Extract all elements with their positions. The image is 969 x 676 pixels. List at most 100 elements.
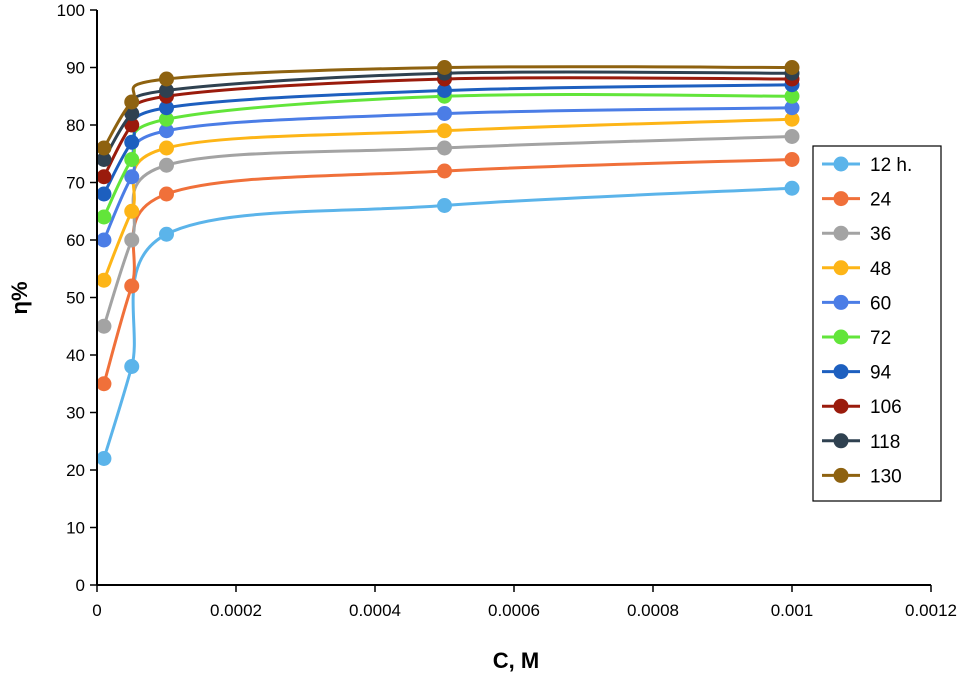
data-point: [784, 88, 800, 104]
legend-marker: [833, 225, 849, 241]
legend-item: 24: [822, 190, 892, 211]
data-point: [159, 140, 174, 156]
legend-item: 94: [822, 363, 892, 384]
data-point: [96, 140, 112, 156]
legend-item: 48: [822, 259, 891, 280]
legend-item: 60: [822, 293, 891, 314]
legend-label: 36: [870, 224, 891, 245]
legend-label: 94: [870, 363, 892, 384]
data-point: [96, 318, 112, 334]
series-60: [96, 100, 800, 248]
legend-label: 118: [870, 432, 900, 453]
legend-label: 106: [870, 397, 902, 418]
x-tick-label: 0: [92, 601, 101, 620]
series-48: [96, 111, 800, 288]
data-point: [437, 83, 452, 98]
series-130: [96, 60, 800, 156]
data-point: [159, 123, 174, 139]
data-point: [784, 180, 800, 196]
data-point: [437, 106, 452, 121]
legend-label: 72: [870, 328, 891, 349]
legend-marker: [833, 398, 849, 414]
data-point: [784, 60, 800, 75]
data-point: [124, 94, 140, 110]
y-tick-label: 100: [57, 1, 85, 20]
legend-item: 130: [822, 466, 902, 487]
legend-label: 24: [870, 190, 892, 211]
data-point: [96, 272, 112, 288]
data-point: [124, 106, 140, 121]
series-line: [102, 158, 793, 385]
data-point: [96, 451, 112, 466]
x-tick-label: 0.0004: [349, 601, 401, 620]
data-point: [124, 169, 140, 185]
series-24: [96, 152, 800, 392]
legend-marker: [833, 467, 849, 483]
data-point: [159, 157, 174, 173]
y-tick-label: 40: [66, 346, 85, 365]
y-tick-label: 90: [66, 59, 85, 78]
data-point: [96, 376, 112, 392]
y-tick-label: 50: [66, 289, 85, 308]
legend-item: 118: [822, 432, 900, 453]
data-point: [124, 152, 140, 167]
data-point: [124, 134, 140, 150]
x-tick-label: 0.0012: [905, 601, 957, 620]
data-point: [124, 203, 140, 219]
x-tick-label: 0.0002: [210, 601, 262, 620]
data-point: [437, 163, 452, 179]
x-tick-label: 0.0008: [627, 601, 679, 620]
legend-marker: [833, 156, 849, 172]
y-tick-label: 80: [66, 116, 85, 135]
data-point: [96, 209, 112, 225]
data-point: [124, 117, 140, 133]
data-point: [96, 169, 112, 185]
data-point: [124, 232, 140, 248]
data-point: [437, 60, 452, 75]
series-layer: [96, 60, 800, 466]
legend-marker: [833, 191, 849, 207]
data-point: [124, 359, 140, 374]
x-tick-label: 0.001: [771, 601, 814, 620]
data-point: [159, 100, 174, 116]
data-point: [159, 111, 174, 127]
data-point: [784, 111, 800, 127]
series-36: [96, 129, 800, 334]
x-tick-label: 0.0006: [488, 601, 540, 620]
data-point: [96, 152, 112, 167]
y-axis-title: η%: [7, 282, 32, 315]
legend-label: 12 h.: [870, 155, 912, 176]
y-tick-label: 10: [66, 519, 85, 538]
legend-marker: [833, 260, 849, 276]
legend-item: 72: [822, 328, 891, 349]
legend-item: 106: [822, 397, 902, 418]
y-tick-label: 70: [66, 174, 85, 193]
data-point: [96, 232, 112, 248]
legend-marker: [833, 364, 849, 380]
data-point: [124, 278, 140, 294]
legend-marker: [833, 433, 849, 449]
data-point: [96, 186, 112, 202]
data-point: [159, 186, 174, 202]
legend-label: 130: [870, 466, 902, 487]
data-point: [437, 123, 452, 139]
legend-label: 60: [870, 293, 891, 314]
data-point: [159, 71, 174, 87]
x-axis-title: C, M: [493, 648, 539, 673]
legend-label: 48: [870, 259, 891, 280]
legend-item: 12 h.: [822, 155, 912, 176]
y-tick-label: 30: [66, 404, 85, 423]
data-point: [159, 83, 174, 98]
data-point: [437, 198, 452, 213]
legend-item: 36: [822, 224, 891, 245]
series-12h: [96, 180, 800, 466]
y-tick-label: 60: [66, 231, 85, 250]
y-tick-label: 0: [76, 576, 85, 595]
data-point: [159, 226, 174, 242]
y-tick-label: 20: [66, 461, 85, 480]
data-point: [784, 152, 800, 167]
tick-layer: 0 10 20 30 40 50 60 70 80 90 100 0 0.0002 0.0004 0.000…: [57, 1, 957, 620]
series-72: [96, 88, 800, 225]
data-point: [784, 100, 800, 116]
